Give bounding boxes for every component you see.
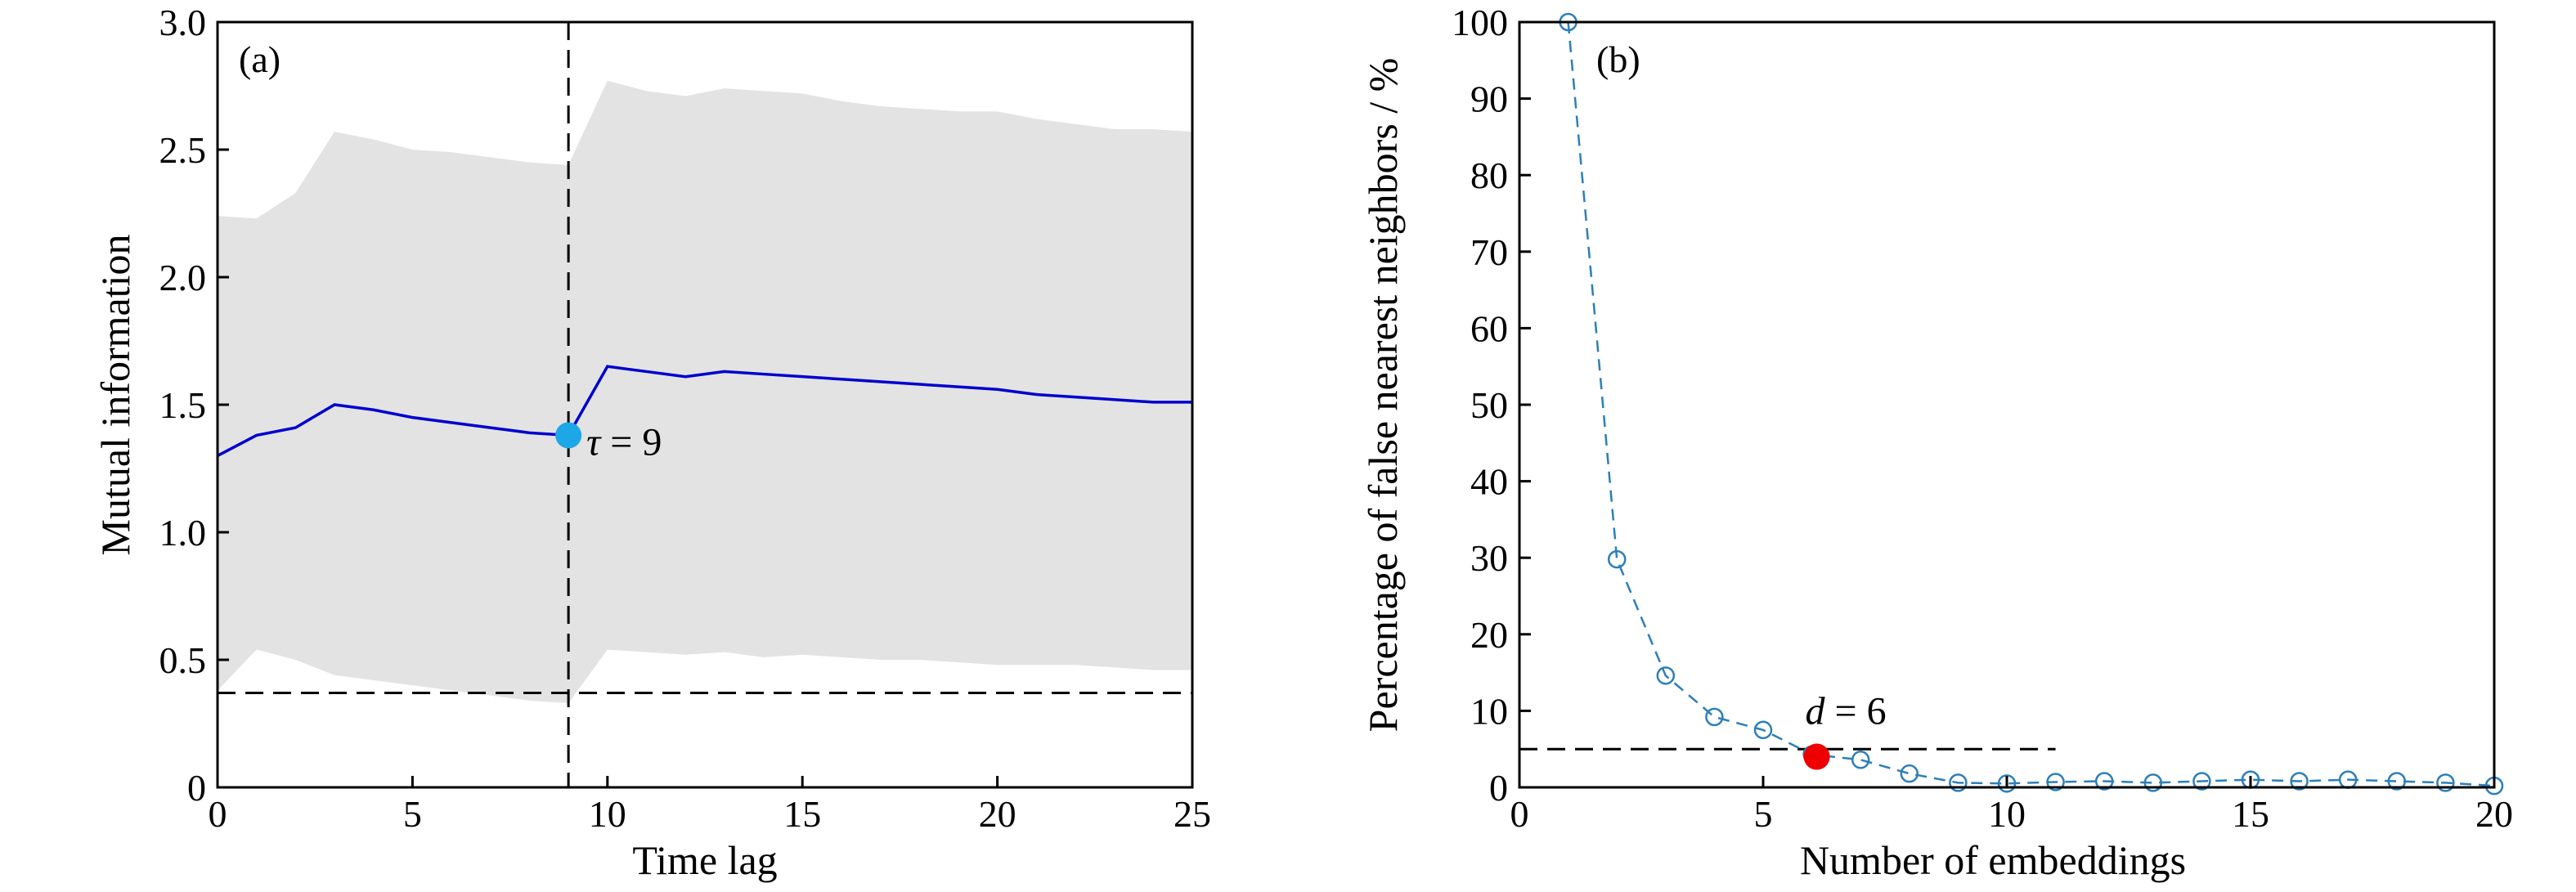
chart-b-data-point — [1753, 720, 1773, 740]
chart-b-data-point — [1851, 751, 1870, 769]
chart-b-data-point — [1900, 764, 1919, 783]
chart-b-data-point — [2143, 773, 2163, 792]
chart-a-panel-label: (a) — [239, 38, 280, 80]
chart-b-ytick-label: 50 — [1470, 384, 1508, 426]
chart-b-ytick-label: 60 — [1470, 307, 1508, 349]
chart-a-ytick-label: 0 — [187, 767, 206, 809]
chart-a-ytick-label: 1.5 — [159, 384, 207, 426]
chart-a-uncertainty-band — [218, 80, 1192, 704]
chart-b-ytick-label: 20 — [1470, 614, 1508, 656]
chart-b-data-point — [1705, 707, 1724, 727]
chart-b-xtick-label: 5 — [1754, 793, 1773, 835]
chart-b-ytick-label: 80 — [1470, 155, 1508, 196]
chart-b-data-point — [1997, 774, 2017, 793]
chart-a-ytick-label: 3.0 — [159, 2, 207, 43]
chart-b-ytick-label: 40 — [1470, 461, 1508, 503]
chart-a-ytick-label: 2.0 — [159, 257, 207, 298]
chart-b-ytick-label: 70 — [1470, 231, 1508, 273]
chart-b-marker-label: d = 6 — [1806, 690, 1887, 733]
chart-b-ytick-label: 0 — [1489, 767, 1508, 809]
chart-b-ytick-label: 10 — [1470, 690, 1508, 732]
chart-b-xtick-label: 10 — [1988, 793, 2026, 835]
chart-a-marker-label: τ = 9 — [586, 420, 662, 464]
chart-a-ylabel: Mutual information — [92, 235, 138, 556]
chart-b-series-line — [1567, 21, 2495, 787]
chart-a-marker-point — [555, 422, 582, 449]
chart-b-xtick-label: 15 — [2232, 793, 2269, 835]
chart-a-ytick-label: 2.5 — [159, 129, 207, 171]
chart-a-xtick-label: 5 — [403, 793, 422, 835]
chart-a-series-line — [217, 365, 1192, 457]
chart-b-data-point — [2192, 772, 2211, 791]
chart-a-ytick-label: 0.5 — [159, 639, 207, 681]
chart-b-ytick-label: 30 — [1470, 537, 1508, 579]
chart-a-xtick-label: 15 — [783, 793, 821, 835]
chart-b-xtick-label: 20 — [2475, 793, 2513, 835]
chart-b-data-point — [1949, 773, 1968, 792]
chart-b-data-point — [1607, 549, 1627, 569]
chart-b-panel-label: (b) — [1596, 38, 1640, 80]
chart-a: Mutual information Time lag (a) τ = 9 0 5 1… — [92, 2, 1211, 883]
chart-b-ytick-label: 90 — [1470, 78, 1508, 120]
chart-b-data-point — [2387, 772, 2407, 791]
chart-a-xtick-label: 20 — [979, 793, 1016, 835]
chart-a-xlabel: Time lag — [632, 837, 777, 883]
chart-a-xtick-label: 25 — [1174, 793, 1211, 835]
chart-b-data-point — [2436, 773, 2455, 792]
chart-b-ytick-label: 100 — [1452, 2, 1508, 43]
chart-b-plot-frame — [1518, 20, 2496, 789]
chart-b-data-point — [2094, 772, 2114, 791]
chart-b-data-point — [2290, 772, 2309, 791]
chart-b-data-point — [1656, 666, 1676, 685]
chart-b-data-point — [2046, 773, 2065, 791]
chart-b-xlabel: Number of embeddings — [1800, 837, 2186, 883]
chart-b-marker-point — [1803, 743, 1830, 770]
chart-b-xtick-label: 0 — [1510, 793, 1529, 835]
chart-b: Percentage of false nearest neighbors / … — [1360, 2, 2513, 883]
chart-a-xtick-label: 10 — [589, 793, 626, 835]
chart-a-xtick-label: 0 — [209, 793, 227, 835]
chart-b-ylabel: Percentage of false nearest neighbors / … — [1360, 58, 1406, 733]
chart-a-ytick-label: 1.0 — [159, 512, 207, 554]
